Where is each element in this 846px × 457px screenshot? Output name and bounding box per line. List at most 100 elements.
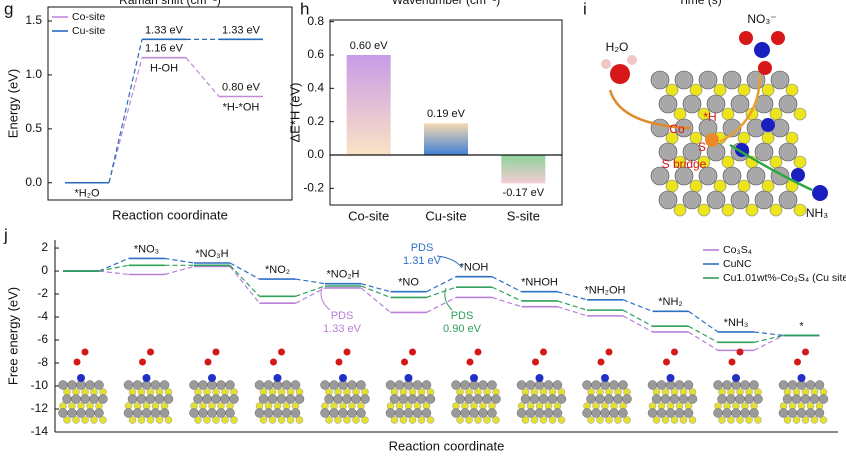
atom [647, 380, 658, 390]
atom [660, 394, 671, 404]
atom [713, 179, 727, 193]
level-connector [688, 310, 719, 333]
atom [272, 408, 283, 418]
atom [347, 408, 357, 418]
level-connector [688, 331, 719, 351]
atom [89, 394, 99, 404]
state-label: *H₂O [74, 188, 99, 200]
atom [688, 416, 697, 424]
atom [343, 348, 351, 356]
y-tick-label: 1.0 [25, 67, 42, 81]
atom [722, 380, 732, 390]
atom [150, 408, 161, 418]
level-connector [98, 270, 129, 276]
y-tick-label: -2 [37, 286, 48, 300]
atom [285, 394, 296, 404]
atom [622, 394, 632, 404]
pds-label: 1.31 eV [403, 255, 442, 267]
atom [819, 416, 828, 424]
atom [791, 168, 805, 182]
atom [802, 348, 809, 356]
atom [147, 348, 154, 356]
atom [398, 394, 409, 404]
atom [338, 408, 348, 418]
atom [132, 408, 143, 418]
level-connector [491, 286, 522, 302]
y-tick-label: -4 [37, 309, 48, 323]
atom [334, 416, 342, 424]
level-connector [185, 57, 220, 97]
atom [679, 416, 688, 424]
atom [207, 408, 217, 418]
atom [787, 380, 798, 390]
panel-letter: j [3, 225, 8, 244]
atom [268, 416, 277, 424]
y-axis-label: Free energy (eV) [5, 287, 20, 385]
atom [778, 190, 798, 210]
atom [81, 416, 89, 424]
atom [451, 408, 461, 418]
atom [713, 83, 727, 97]
legend-label: CuNC [723, 258, 752, 270]
atom [730, 94, 750, 114]
atom [706, 190, 726, 210]
atom [198, 408, 208, 418]
atom [812, 185, 828, 201]
atom [94, 408, 104, 418]
atom [159, 380, 170, 390]
atom [294, 394, 305, 404]
atom [673, 203, 687, 217]
atom [674, 408, 685, 418]
level-connector [164, 257, 195, 264]
atom [394, 380, 405, 390]
level-connector [360, 283, 391, 293]
atom [713, 408, 723, 418]
bar [346, 55, 391, 155]
legend-label: Cu-site [72, 25, 105, 37]
pds-arrow [444, 287, 453, 311]
atom [656, 408, 667, 418]
atom [718, 416, 726, 424]
atom [732, 374, 740, 382]
legend-label: Co₃S₄ [723, 244, 752, 256]
atom [320, 380, 330, 390]
atom [85, 408, 95, 418]
atom [597, 358, 605, 366]
level-connector [295, 285, 326, 297]
atom [771, 31, 785, 45]
y-tick-label: 0.0 [25, 175, 42, 189]
atom [155, 416, 164, 424]
value-label: 1.33 eV [145, 24, 184, 36]
atom [666, 374, 675, 382]
y-tick-label: 0.8 [307, 14, 324, 28]
atom [713, 380, 723, 390]
atom [674, 380, 685, 390]
atom [778, 94, 798, 114]
state-label: *NH₂ [658, 296, 682, 308]
atom [591, 408, 601, 418]
atom [697, 203, 711, 217]
atom [663, 358, 670, 366]
atom [778, 408, 789, 418]
state-label: * [799, 320, 804, 332]
atom [665, 179, 679, 193]
atom [325, 416, 333, 424]
atom [727, 416, 735, 424]
atom [352, 416, 360, 424]
value-label: 0.19 eV [427, 108, 466, 120]
atom [674, 166, 694, 186]
atom [745, 416, 753, 424]
illustration-label: *H [703, 110, 716, 124]
atom [735, 394, 745, 404]
atom [276, 394, 287, 404]
atom [543, 380, 554, 390]
atom [698, 70, 718, 90]
atom [136, 394, 147, 404]
atom [492, 416, 500, 424]
atom [478, 408, 488, 418]
state-label: *NO₂ [265, 264, 290, 276]
atom [132, 380, 143, 390]
state-label: *NOH [460, 262, 489, 274]
atom [532, 358, 539, 366]
atom [407, 394, 418, 404]
